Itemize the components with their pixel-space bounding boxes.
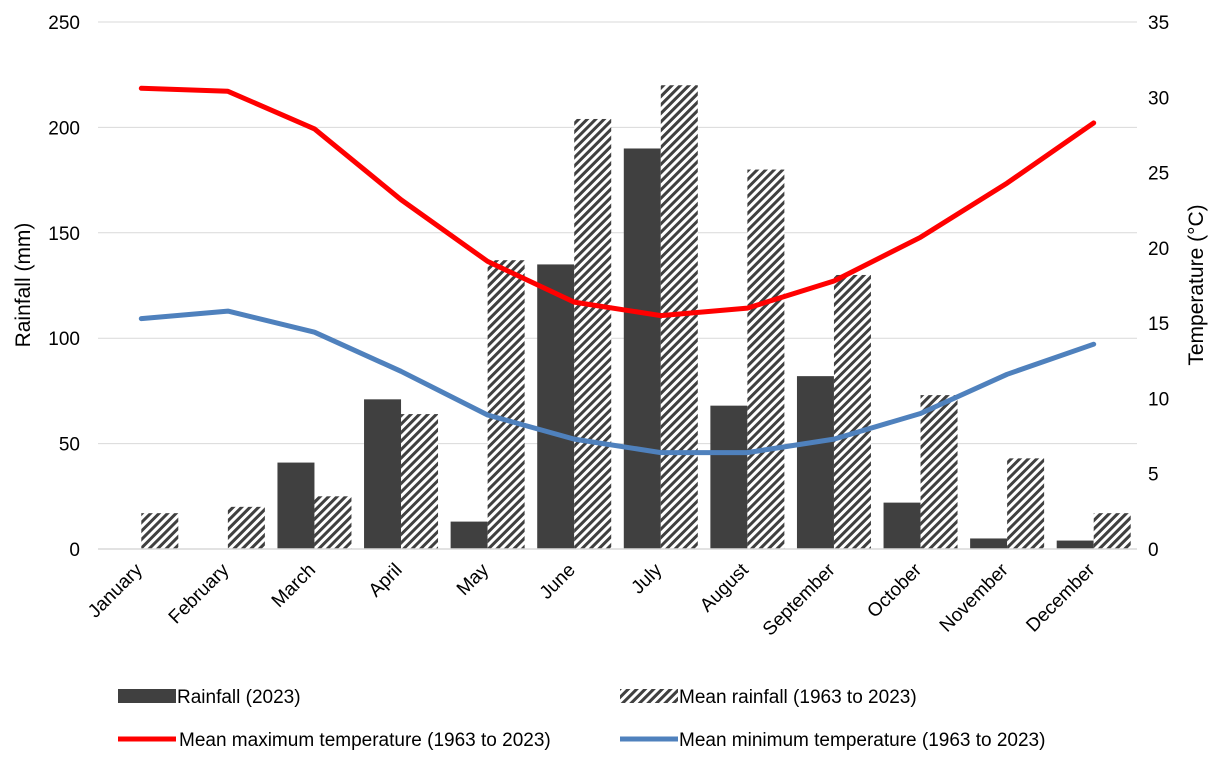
- y-axis-title: Rainfall (mm): [12, 223, 35, 348]
- x-tick-label: January: [84, 559, 147, 622]
- mean-rainfall-bar: [487, 260, 525, 549]
- y-tick-label: 200: [48, 118, 80, 139]
- y2-tick-label: 25: [1148, 164, 1169, 185]
- y-tick-label: 250: [48, 13, 80, 34]
- y2-tick-label: 15: [1148, 314, 1169, 335]
- rainfall-2023-bar: [364, 399, 402, 549]
- mean-rainfall-bar: [314, 496, 352, 549]
- y2-tick-label: 10: [1148, 389, 1169, 410]
- mean-rainfall-bar: [920, 395, 958, 549]
- legend-label: Mean rainfall (1963 to 2023): [679, 687, 917, 708]
- mean-rainfall-bar: [401, 414, 439, 549]
- y-tick-label: 0: [69, 540, 80, 561]
- legend-label: Mean maximum temperature (1963 to 2023): [179, 730, 551, 751]
- mean-rainfall-bar: [747, 169, 785, 549]
- rainfall-2023-bar: [796, 376, 834, 549]
- legend-label: Mean minimum temperature (1963 to 2023): [679, 730, 1045, 751]
- legend: Rainfall (2023) Mean rainfall (1963 to 20…: [118, 687, 1045, 751]
- legend-label: Rainfall (2023): [177, 687, 301, 708]
- mean-rainfall-bar: [1093, 513, 1131, 549]
- x-tick-label: August: [696, 559, 753, 616]
- x-tick-label: December: [1022, 559, 1099, 636]
- x-tick-label: June: [536, 560, 580, 604]
- mean-rainfall-bar: [141, 513, 179, 549]
- mean-rainfall-bar: [574, 118, 612, 549]
- y2-tick-label: 0: [1148, 540, 1159, 561]
- min-temperature-line: [138, 308, 1097, 456]
- rainfall-2023-bar: [623, 148, 661, 550]
- y-tick-label: 150: [48, 224, 80, 245]
- x-tick-label: May: [453, 559, 494, 600]
- legend-swatch: [620, 689, 678, 703]
- rainfall-2023-bar: [970, 538, 1008, 549]
- y-tick-label: 50: [59, 435, 80, 456]
- mean-rainfall-bar: [833, 274, 871, 549]
- rainfall-2023-bar: [710, 405, 748, 549]
- x-tick-label: April: [365, 560, 407, 602]
- x-tick-label: November: [936, 559, 1013, 636]
- bars: [141, 85, 1131, 550]
- x-tick-label: September: [759, 559, 840, 640]
- y2-tick-label: 5: [1148, 465, 1159, 486]
- x-tick-label: July: [628, 559, 667, 598]
- legend-swatch: [118, 689, 176, 703]
- max-temperature-line: [138, 85, 1097, 319]
- rainfall-2023-bar: [277, 462, 315, 549]
- y2-tick-label: 35: [1148, 13, 1169, 34]
- y2-tick-label: 20: [1148, 239, 1169, 260]
- x-tick-label: October: [863, 559, 926, 622]
- rainfall-2023-bar: [1056, 540, 1094, 549]
- y2-tick-label: 30: [1148, 88, 1169, 109]
- rainfall-2023-bar: [537, 264, 575, 549]
- mean-rainfall-bar: [1007, 458, 1045, 549]
- y2-axis-title: Temperature (°C): [1185, 204, 1208, 365]
- x-tick-label: February: [165, 559, 234, 628]
- lines: [138, 85, 1097, 456]
- rainfall-2023-bar: [883, 502, 921, 549]
- x-tick-label: March: [268, 560, 320, 612]
- gridlines: [98, 21, 1137, 445]
- mean-rainfall-bar: [227, 506, 265, 549]
- y-tick-label: 100: [48, 329, 80, 350]
- rainfall-2023-bar: [450, 521, 488, 549]
